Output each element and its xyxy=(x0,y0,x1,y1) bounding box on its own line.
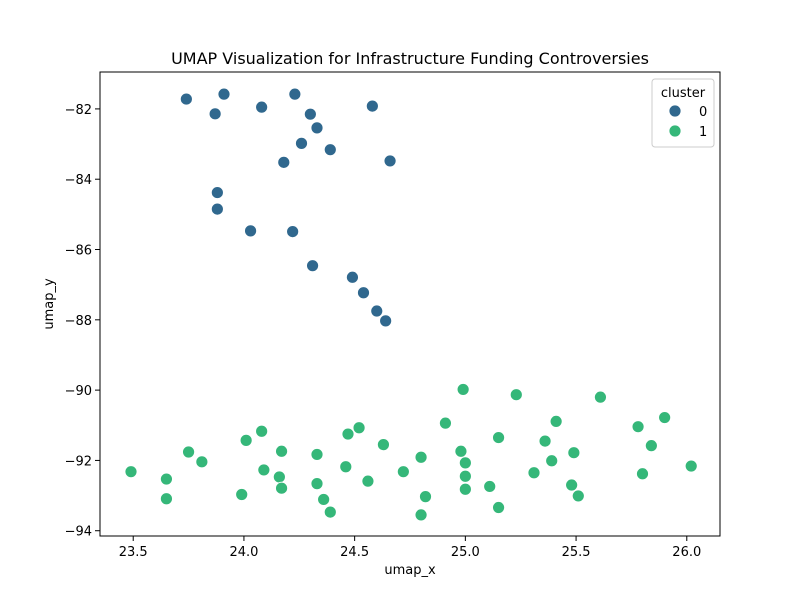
x-tick-label: 24.5 xyxy=(340,545,369,560)
data-point-cluster-1 xyxy=(160,472,173,486)
data-point-cluster-0 xyxy=(370,304,384,318)
y-tick-label: −84 xyxy=(65,173,92,188)
data-point-cluster-1 xyxy=(257,463,271,477)
data-point-cluster-1 xyxy=(160,492,173,506)
legend-marker-1 xyxy=(668,124,682,138)
data-point-cluster-1 xyxy=(492,501,505,514)
data-point-cluster-1 xyxy=(310,477,324,491)
data-point-cluster-1 xyxy=(527,466,541,480)
data-point-cluster-1 xyxy=(458,482,472,496)
data-point-cluster-1 xyxy=(275,444,288,458)
x-tick-label: 23.5 xyxy=(119,545,148,560)
y-axis-ticks: −82 −84 −86 −88 −90 −92 −94 xyxy=(65,103,100,540)
y-tick-label: −90 xyxy=(65,384,92,399)
data-point-cluster-1 xyxy=(456,383,470,396)
data-point-cluster-1 xyxy=(339,460,353,474)
y-tick-label: −94 xyxy=(65,525,92,540)
points-layer xyxy=(124,87,698,522)
data-point-cluster-0 xyxy=(310,121,324,135)
data-point-cluster-1 xyxy=(594,390,607,404)
data-point-cluster-0 xyxy=(217,87,231,101)
data-point-cluster-1 xyxy=(454,444,468,458)
y-tick-label: −92 xyxy=(65,454,92,469)
legend-box xyxy=(651,78,715,148)
data-point-cluster-1 xyxy=(323,505,337,519)
data-point-cluster-0 xyxy=(277,155,291,169)
y-axis-label: umap_y xyxy=(42,278,57,330)
data-point-cluster-1 xyxy=(684,459,698,473)
legend-title: cluster xyxy=(661,86,706,101)
data-point-cluster-0 xyxy=(383,154,397,168)
legend: cluster 0 1 xyxy=(651,78,715,148)
data-point-cluster-1 xyxy=(124,465,138,479)
data-point-cluster-0 xyxy=(210,186,224,199)
x-tick-label: 25.5 xyxy=(562,545,591,560)
legend-label-1: 1 xyxy=(699,125,707,140)
data-point-cluster-0 xyxy=(208,107,222,121)
data-point-cluster-1 xyxy=(483,480,497,493)
data-point-cluster-1 xyxy=(182,445,195,459)
data-point-cluster-0 xyxy=(379,314,393,328)
data-point-cluster-1 xyxy=(545,454,559,468)
data-point-cluster-0 xyxy=(179,92,193,106)
data-point-cluster-0 xyxy=(288,87,302,101)
data-point-cluster-0 xyxy=(346,270,359,284)
data-point-cluster-1 xyxy=(492,431,505,444)
x-tick-label: 24.0 xyxy=(229,545,258,560)
data-point-cluster-0 xyxy=(244,224,257,238)
data-point-cluster-1 xyxy=(235,488,249,501)
data-point-cluster-1 xyxy=(255,424,269,438)
x-tick-label: 25.0 xyxy=(451,545,480,560)
data-point-cluster-1 xyxy=(458,469,472,483)
data-point-cluster-1 xyxy=(567,446,581,460)
data-point-cluster-1 xyxy=(272,470,286,484)
data-point-cluster-1 xyxy=(644,439,658,453)
data-point-cluster-1 xyxy=(439,416,452,430)
data-point-cluster-1 xyxy=(636,467,649,481)
data-point-cluster-1 xyxy=(239,433,253,447)
data-point-cluster-1 xyxy=(361,474,375,488)
data-point-cluster-0 xyxy=(365,99,379,113)
data-point-cluster-1 xyxy=(571,489,585,503)
data-point-cluster-1 xyxy=(565,478,579,492)
legend-marker-0 xyxy=(668,104,682,118)
legend-label-0: 0 xyxy=(699,105,707,120)
x-axis-label: umap_x xyxy=(384,563,436,578)
data-point-cluster-0 xyxy=(306,259,319,273)
data-point-cluster-1 xyxy=(538,434,552,448)
data-point-cluster-0 xyxy=(303,107,317,121)
data-point-cluster-0 xyxy=(357,286,370,300)
data-point-cluster-1 xyxy=(310,448,324,461)
data-point-cluster-1 xyxy=(195,455,209,469)
data-point-cluster-0 xyxy=(295,136,308,150)
plot-frame xyxy=(99,71,721,537)
x-axis-ticks: 23.5 24.0 24.5 25.0 25.5 26.0 xyxy=(119,536,701,560)
data-point-cluster-0 xyxy=(286,225,300,238)
y-tick-label: −88 xyxy=(65,314,92,329)
data-point-cluster-1 xyxy=(341,427,355,441)
x-tick-label: 26.0 xyxy=(672,545,701,560)
y-tick-label: −82 xyxy=(65,103,92,118)
data-point-cluster-0 xyxy=(323,143,337,157)
data-point-cluster-1 xyxy=(317,493,331,506)
chart-title: UMAP Visualization for Infrastructure Fu… xyxy=(171,49,649,68)
data-point-cluster-1 xyxy=(377,438,390,452)
data-point-cluster-1 xyxy=(658,411,672,424)
data-point-cluster-1 xyxy=(396,465,410,479)
data-point-cluster-1 xyxy=(275,481,288,495)
y-tick-label: −86 xyxy=(65,244,92,259)
data-point-cluster-0 xyxy=(210,202,224,216)
data-point-cluster-1 xyxy=(352,421,366,435)
data-point-cluster-1 xyxy=(414,508,428,522)
data-point-cluster-1 xyxy=(458,456,472,470)
data-point-cluster-1 xyxy=(509,388,523,402)
axes-layer xyxy=(99,71,721,537)
data-point-cluster-1 xyxy=(631,420,645,434)
data-point-cluster-1 xyxy=(549,415,563,428)
data-point-cluster-1 xyxy=(414,450,428,464)
data-point-cluster-0 xyxy=(255,100,269,114)
data-point-cluster-1 xyxy=(419,490,432,504)
